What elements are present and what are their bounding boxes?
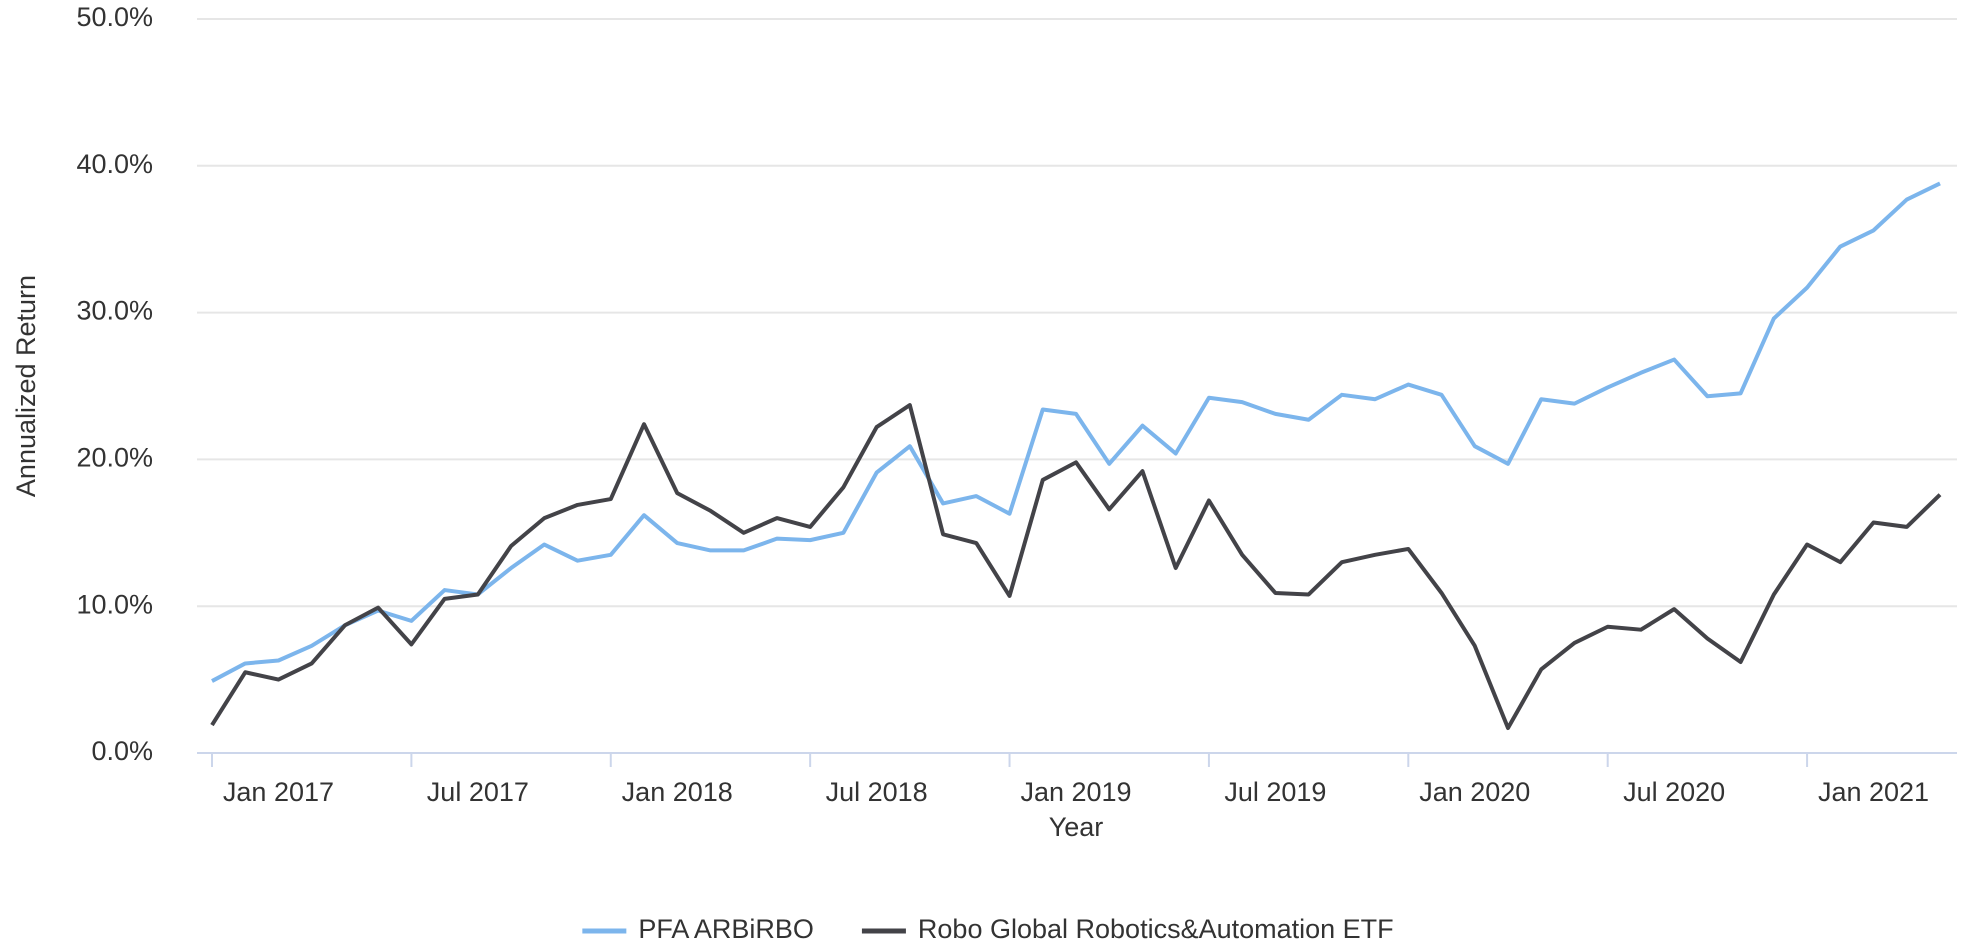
x-tick-label: Jul 2019 xyxy=(1224,777,1326,807)
x-tick-label: Jul 2017 xyxy=(427,777,529,807)
y-tick-label: 20.0% xyxy=(76,443,153,473)
x-tick-label: Jul 2020 xyxy=(1623,777,1725,807)
y-tick-label: 40.0% xyxy=(76,149,153,179)
y-tick-label: 30.0% xyxy=(76,296,153,326)
series-line xyxy=(210,403,1942,731)
series-line xyxy=(211,181,1941,683)
y-tick-label: 10.0% xyxy=(76,589,153,619)
legend-label: PFA ARBiRBO xyxy=(638,914,814,944)
y-axis-title: Annualized Return xyxy=(11,275,41,497)
x-tick-label: Jan 2019 xyxy=(1020,777,1131,807)
legend-label: Robo Global Robotics&Automation ETF xyxy=(918,914,1394,944)
y-tick-label: 50.0% xyxy=(76,2,153,32)
x-tick-label: Jan 2021 xyxy=(1818,777,1929,807)
x-axis-title: Year xyxy=(1049,812,1104,842)
y-tick-label: 0.0% xyxy=(91,736,153,766)
x-tick-label: Jan 2018 xyxy=(622,777,733,807)
x-tick-label: Jul 2018 xyxy=(826,777,928,807)
x-tick-label: Jan 2017 xyxy=(223,777,334,807)
x-tick-label: Jan 2020 xyxy=(1419,777,1530,807)
